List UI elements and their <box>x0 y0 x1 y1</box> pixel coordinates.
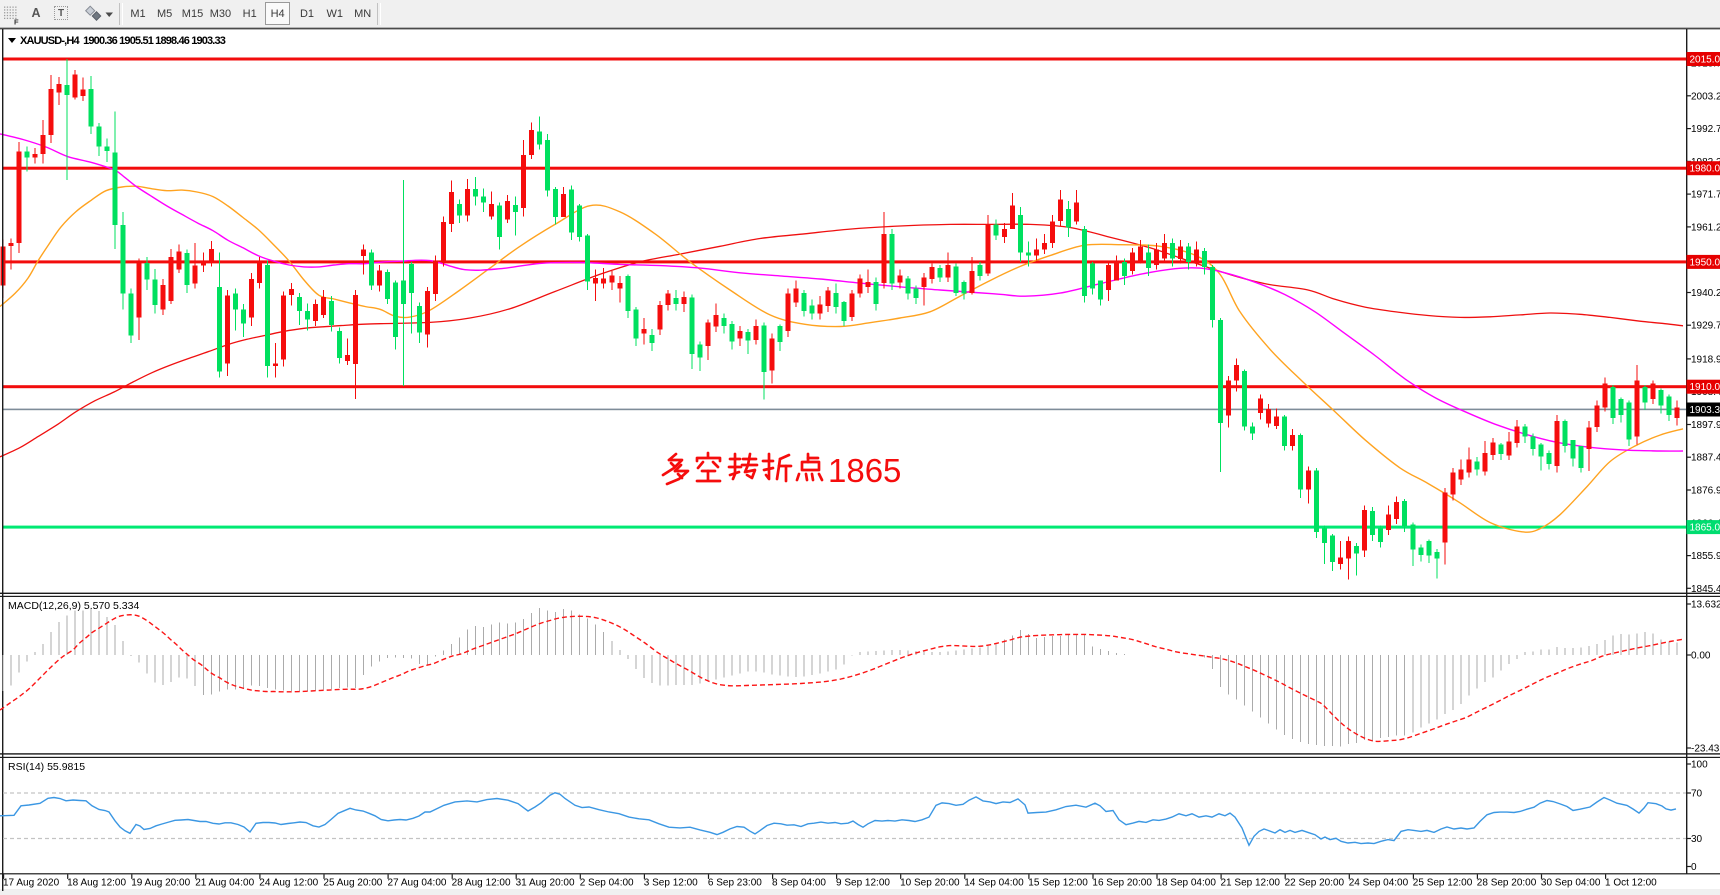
svg-text:8 Sep 04:00: 8 Sep 04:00 <box>772 878 826 889</box>
svg-text:3 Sep 12:00: 3 Sep 12:00 <box>644 878 698 889</box>
svg-text:1903.33: 1903.33 <box>1690 405 1720 416</box>
svg-text:21 Aug 04:00: 21 Aug 04:00 <box>195 878 254 889</box>
svg-text:28 Sep 20:00: 28 Sep 20:00 <box>1477 878 1537 889</box>
svg-text:RSI(14) 55.9815: RSI(14) 55.9815 <box>8 761 85 773</box>
svg-text:1929.70: 1929.70 <box>1691 321 1720 332</box>
svg-text:25 Aug 20:00: 25 Aug 20:00 <box>323 878 382 889</box>
svg-text:2015.00: 2015.00 <box>1690 55 1720 66</box>
svg-text:2 Sep 04:00: 2 Sep 04:00 <box>580 878 634 889</box>
svg-text:31 Aug 20:00: 31 Aug 20:00 <box>516 878 575 889</box>
svg-text:1865: 1865 <box>828 452 901 489</box>
svg-text:1950.00: 1950.00 <box>1690 257 1720 268</box>
svg-text:0.00: 0.00 <box>1691 651 1711 662</box>
svg-text:17 Aug 2020: 17 Aug 2020 <box>3 878 60 889</box>
svg-text:1876.90: 1876.90 <box>1691 486 1720 497</box>
svg-text:2003.20: 2003.20 <box>1691 91 1720 102</box>
svg-text:18 Sep 04:00: 18 Sep 04:00 <box>1156 878 1216 889</box>
svg-text:1992.70: 1992.70 <box>1691 124 1720 135</box>
svg-text:10 Sep 20:00: 10 Sep 20:00 <box>900 878 960 889</box>
svg-text:100: 100 <box>1691 760 1708 771</box>
svg-text:9 Sep 12:00: 9 Sep 12:00 <box>836 878 890 889</box>
svg-text:30 Sep 04:00: 30 Sep 04:00 <box>1541 878 1601 889</box>
svg-text:1940.20: 1940.20 <box>1691 288 1720 299</box>
svg-text:1918.90: 1918.90 <box>1691 354 1720 365</box>
svg-text:1980.00: 1980.00 <box>1690 164 1720 175</box>
svg-text:70: 70 <box>1691 789 1703 800</box>
svg-text:1910.00: 1910.00 <box>1690 382 1720 393</box>
svg-text:27 Aug 04:00: 27 Aug 04:00 <box>388 878 447 889</box>
svg-text:14 Sep 04:00: 14 Sep 04:00 <box>964 878 1024 889</box>
svg-text:1897.90: 1897.90 <box>1691 420 1720 431</box>
svg-text:0: 0 <box>1691 862 1697 873</box>
svg-text:18 Aug 12:00: 18 Aug 12:00 <box>67 878 126 889</box>
svg-text:22 Sep 20:00: 22 Sep 20:00 <box>1285 878 1345 889</box>
svg-text:1961.20: 1961.20 <box>1691 222 1720 233</box>
svg-text:24 Sep 04:00: 24 Sep 04:00 <box>1349 878 1409 889</box>
svg-text:XAUUSD-,H4 1900.36 1905.51 18: XAUUSD-,H4 1900.36 1905.51 1898.46 1903.… <box>20 35 226 47</box>
svg-text:30: 30 <box>1691 834 1703 845</box>
svg-text:F: F <box>14 18 19 27</box>
svg-text:1 Oct 12:00: 1 Oct 12:00 <box>1605 878 1657 889</box>
svg-text:21 Sep 12:00: 21 Sep 12:00 <box>1221 878 1281 889</box>
svg-text:-23.435: -23.435 <box>1691 744 1720 755</box>
svg-text:28 Aug 12:00: 28 Aug 12:00 <box>452 878 511 889</box>
svg-text:MACD(12,26,9) 5.570 5.334: MACD(12,26,9) 5.570 5.334 <box>8 600 139 612</box>
svg-text:1855.90: 1855.90 <box>1691 551 1720 562</box>
svg-text:19 Aug 20:00: 19 Aug 20:00 <box>131 878 190 889</box>
svg-text:13.632: 13.632 <box>1691 600 1720 611</box>
svg-text:25 Sep 12:00: 25 Sep 12:00 <box>1413 878 1473 889</box>
svg-text:1971.70: 1971.70 <box>1691 190 1720 201</box>
svg-text:1845.40: 1845.40 <box>1691 584 1720 595</box>
svg-text:1865.00: 1865.00 <box>1690 523 1720 534</box>
svg-text:6 Sep 23:00: 6 Sep 23:00 <box>708 878 762 889</box>
svg-text:1887.40: 1887.40 <box>1691 453 1720 464</box>
svg-text:24 Aug 12:00: 24 Aug 12:00 <box>259 878 318 889</box>
svg-text:16 Sep 20:00: 16 Sep 20:00 <box>1092 878 1152 889</box>
svg-text:15 Sep 12:00: 15 Sep 12:00 <box>1028 878 1088 889</box>
